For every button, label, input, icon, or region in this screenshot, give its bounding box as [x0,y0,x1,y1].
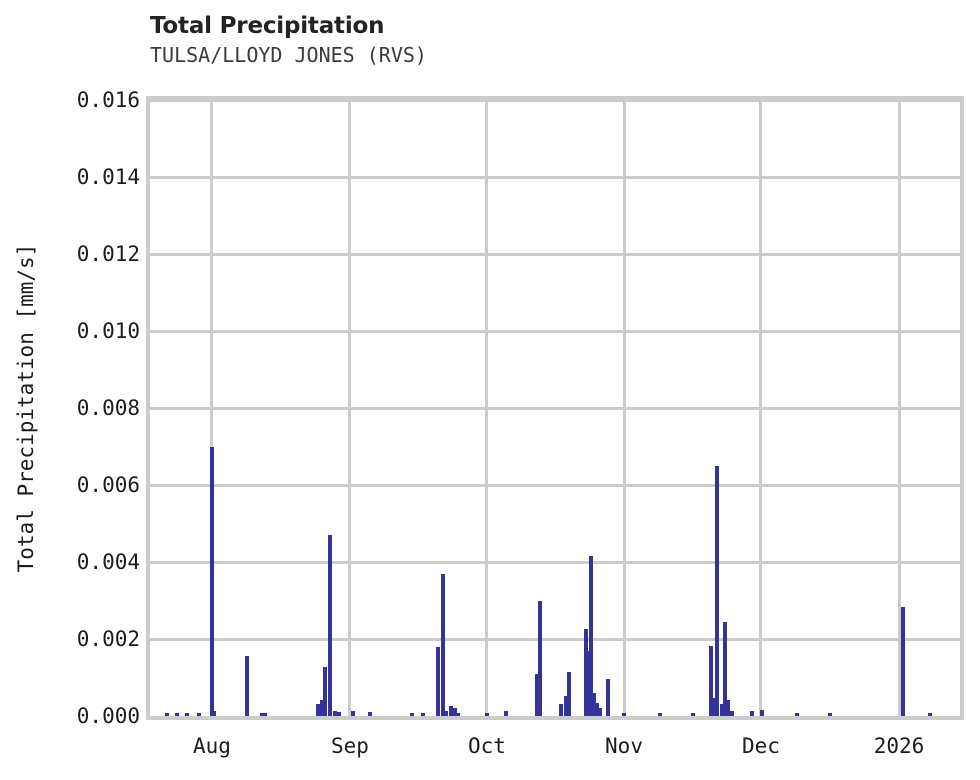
gridline-vertical [759,100,763,716]
y-tick-label: 0.004 [76,550,140,574]
gridline-vertical [348,100,352,716]
bar [260,713,265,716]
bar [583,629,588,716]
bar [209,446,214,716]
title-block: Total Precipitation TULSA/LLOYD JONES (R… [150,12,950,68]
bar [245,655,250,716]
y-tick-label: 0.012 [76,242,140,266]
bar [591,692,596,716]
gridline-horizontal [150,329,960,333]
gridline-horizontal [150,483,960,487]
x-tick-label: Aug [192,734,231,758]
axis-spine-left [146,96,150,720]
bar [452,707,457,716]
bar [621,713,626,716]
bar [322,666,327,716]
bar [723,621,728,716]
bar [436,647,441,716]
bar [828,713,833,716]
bar [333,710,338,716]
axis-spine-top [146,96,964,100]
x-tick-label: Nov [605,734,643,758]
bar [563,695,568,716]
bar [760,709,765,716]
bar [690,713,695,716]
x-tick-label: Dec [742,734,780,758]
gridline-horizontal [150,637,960,641]
bar [711,697,716,716]
gridline-horizontal [150,252,960,256]
bar [441,573,446,716]
bar [336,712,341,716]
y-tick-label: 0.000 [76,704,140,728]
gridline-horizontal [150,98,960,102]
y-tick-label: 0.002 [76,627,140,651]
y-tick-label: 0.006 [76,473,140,497]
gridline-vertical [210,100,214,716]
y-tick-label: 0.008 [76,396,140,420]
y-tick-label: 0.014 [76,165,140,189]
x-tick-label: Oct [467,734,506,758]
bar [559,704,564,716]
x-axis-tick-labels: Aug Sep Oct Nov Dec 2026 [150,734,960,764]
x-tick-label: 2026 [873,734,925,758]
bar [598,708,603,716]
bar [449,706,454,716]
bar [719,704,724,716]
gridline-horizontal [150,175,960,179]
bar [587,650,592,716]
bar [538,601,543,716]
gridline-vertical [622,100,626,716]
bar [455,713,460,716]
gridline-horizontal [150,406,960,410]
bar [316,704,321,716]
gridline-vertical [485,100,489,716]
axis-spine-right [960,96,964,720]
bar [605,679,610,716]
bar [715,465,719,716]
bar [174,713,179,716]
axis-spine-bottom [146,716,964,720]
plot-area [146,96,964,720]
bars-layer [150,100,960,716]
bar [504,711,509,716]
bar [368,712,373,716]
bar [484,713,489,716]
y-axis-tick-labels: 0.000 0.002 0.004 0.006 0.008 0.010 0.012 0.014… [0,88,140,728]
bar [185,713,190,716]
bar [165,713,169,716]
bar [196,713,201,716]
bar [595,702,600,716]
bar [263,713,268,716]
bar [350,711,355,716]
bar [708,645,713,716]
bar [928,713,933,716]
bar [211,711,216,716]
bar [658,713,663,716]
bar [726,699,731,716]
bar [328,535,333,716]
bar [795,713,800,716]
page-title: Total Precipitation [150,13,385,39]
bar [535,673,540,716]
bar [319,699,324,716]
x-tick-label: Sep [331,734,369,758]
bar [420,713,425,716]
y-tick-label: 0.010 [76,319,140,343]
chart-subtitle: TULSA/LLOYD JONES (RVS) [150,43,427,67]
gridline-vertical [897,100,901,716]
gridline-horizontal [150,560,960,564]
bar [589,556,594,716]
bar [409,713,414,716]
bar [566,671,571,716]
bar [729,711,734,716]
bar [901,607,906,716]
bar [749,710,754,716]
bar [443,711,448,716]
y-tick-label: 0.016 [76,88,140,112]
